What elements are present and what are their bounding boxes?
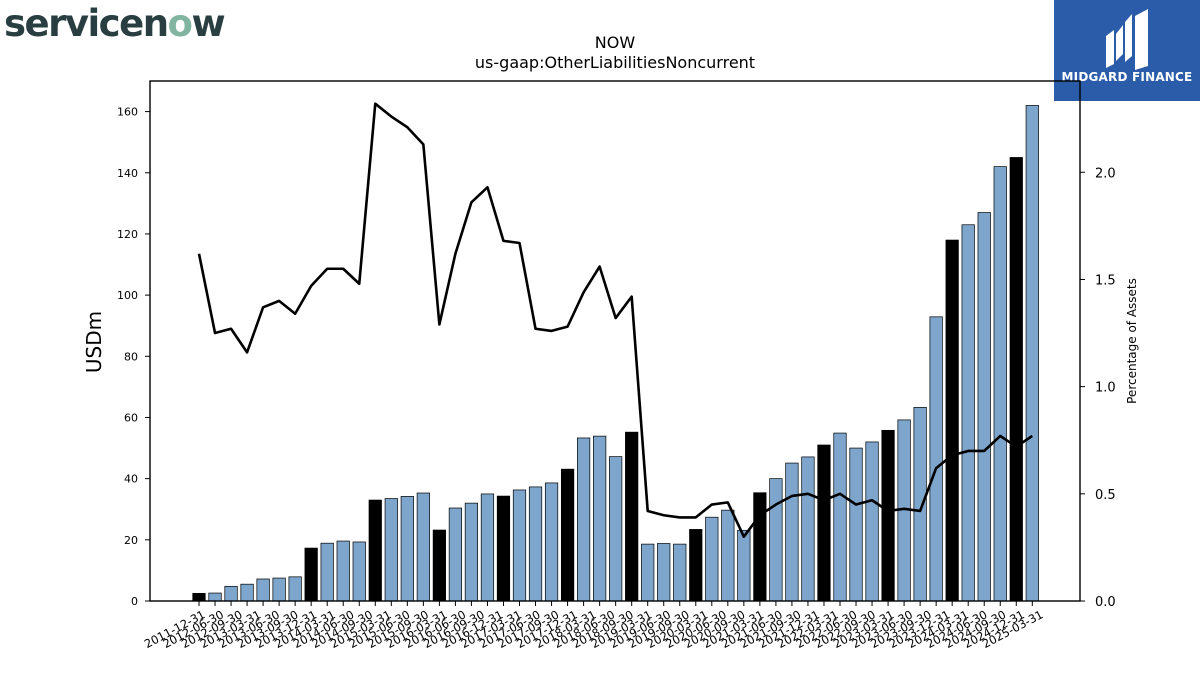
- bar: [320, 542, 334, 602]
- bar: [560, 468, 575, 602]
- bar: [849, 447, 863, 602]
- y-tick-label: 80: [124, 350, 138, 363]
- y2-tick-label: 0.0: [1095, 595, 1116, 610]
- bar: [673, 543, 687, 602]
- bar: [993, 166, 1007, 602]
- bar: [432, 529, 446, 602]
- y-tick-label: 20: [124, 534, 138, 547]
- bar: [689, 529, 703, 602]
- plot-frame: [149, 80, 1081, 602]
- bar: [593, 435, 607, 602]
- bar: [224, 585, 238, 602]
- bar: [416, 492, 430, 602]
- bar: [977, 212, 991, 602]
- y2-axis: 0.0 0.5 1.0 1.5 2.0: [1080, 166, 1116, 610]
- bar: [192, 592, 206, 602]
- bar: [496, 495, 511, 602]
- y-tick-label: 120: [117, 228, 138, 241]
- bar: [801, 456, 815, 602]
- bar: [528, 486, 543, 602]
- bar: [641, 543, 655, 602]
- bar: [464, 502, 479, 602]
- chart-title: NOW: [595, 33, 636, 52]
- bar: [368, 499, 382, 602]
- y-tick-label: 40: [124, 473, 138, 486]
- y-tick-label: 100: [117, 289, 138, 302]
- bar: [929, 316, 943, 602]
- bar: [865, 441, 879, 602]
- bar: [833, 432, 847, 602]
- bar: [512, 489, 527, 602]
- bar: [272, 577, 286, 602]
- bar: [288, 576, 302, 602]
- bar: [1025, 105, 1039, 602]
- badge-label: MIDGARD FINANCE: [1061, 70, 1193, 84]
- y2-tick-label: 0.5: [1095, 488, 1116, 503]
- bar: [817, 444, 831, 602]
- y-tick-label: 160: [117, 106, 138, 119]
- bar: [480, 493, 495, 602]
- y2-axis-label: Percentage of Assets: [1125, 278, 1139, 404]
- bar: [785, 462, 799, 602]
- y2-tick-label: 2.0: [1095, 166, 1116, 181]
- bar: [384, 498, 398, 602]
- bar: [240, 583, 254, 602]
- bar: [753, 492, 767, 602]
- bar: [544, 482, 559, 602]
- bar: [913, 407, 927, 602]
- y-tick-label: 140: [117, 167, 138, 180]
- bar: [721, 509, 735, 602]
- chart-subtitle: us-gaap:OtherLiabilitiesNoncurrent: [475, 53, 755, 72]
- bar: [256, 578, 270, 602]
- bar: [448, 507, 462, 602]
- bar: [737, 529, 751, 602]
- bar: [609, 456, 623, 602]
- y-tick-label: 60: [124, 411, 138, 424]
- bar: [336, 540, 350, 602]
- servicenow-logo: servicenow: [4, 2, 226, 45]
- y-tick-label: 0: [131, 595, 138, 608]
- midgard-finance-badge: MIDGARD FINANCE: [1054, 0, 1200, 101]
- y2-tick-label: 1.5: [1095, 273, 1116, 288]
- y-axis: 0 20 40 60 80 100 120 140 160: [117, 106, 150, 608]
- bar: [769, 478, 783, 602]
- bar: [1009, 157, 1023, 602]
- percentage-line: [197, 102, 1034, 538]
- bar: [304, 547, 318, 602]
- y-axis-label: USDm: [82, 311, 106, 373]
- bar: [352, 541, 366, 602]
- midgard-logo-icon: [1106, 9, 1148, 70]
- bar-series: [192, 105, 1039, 602]
- y2-tick-label: 1.0: [1095, 381, 1116, 396]
- bar: [657, 543, 671, 602]
- bar: [400, 496, 414, 602]
- bar: [945, 239, 959, 602]
- bar: [961, 224, 975, 602]
- bar: [576, 437, 591, 602]
- bar: [625, 431, 639, 602]
- bar: [881, 429, 895, 602]
- bar: [705, 516, 719, 602]
- x-axis: 2011-12-312012-06-302012-09-302013-03-31…: [142, 601, 1045, 651]
- bar: [208, 592, 222, 602]
